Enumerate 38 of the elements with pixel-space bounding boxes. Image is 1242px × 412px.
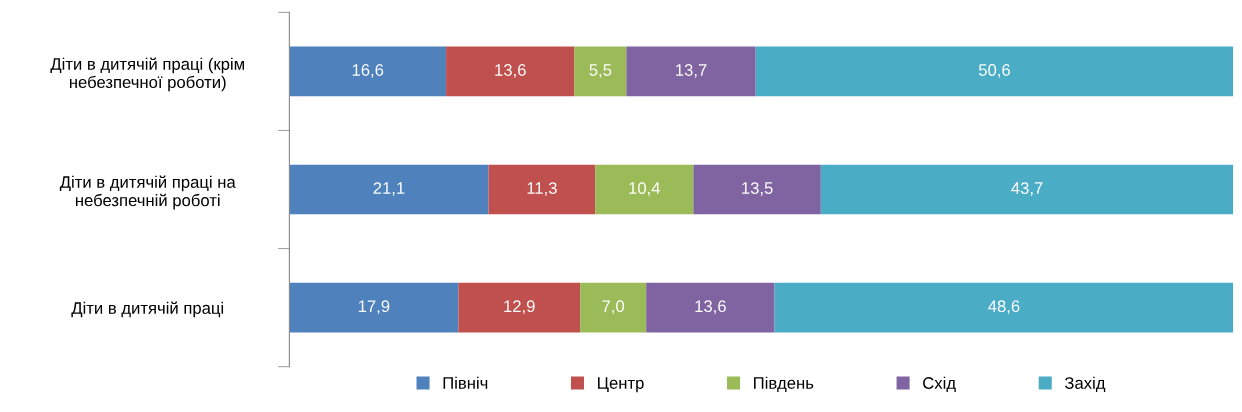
bar xyxy=(289,164,489,215)
bar xyxy=(755,46,1234,97)
data-label: 17,9 xyxy=(358,300,390,315)
data-label: 7,0 xyxy=(602,300,625,315)
data-label: 13,5 xyxy=(742,182,773,196)
bar xyxy=(646,282,775,333)
data-label: 13,7 xyxy=(676,64,707,78)
legend-label: Схід xyxy=(923,376,956,393)
data-label: 5,5 xyxy=(589,64,612,78)
bar xyxy=(458,282,581,333)
data-label: 12,9 xyxy=(504,300,535,315)
y-tick-label: Діти в дитячій праці на небезпечній роботі xyxy=(59,175,236,210)
bar xyxy=(774,282,1234,333)
legend-label: Захід xyxy=(1064,376,1106,393)
legend-label: Центр xyxy=(598,377,644,393)
data-label: 13,6 xyxy=(495,64,526,78)
data-label: 50,6 xyxy=(978,64,1010,78)
y-tick-label: Діти в дитячій праці (крім небезпечної роботи) xyxy=(50,57,244,92)
bar xyxy=(595,164,694,215)
bar xyxy=(446,46,575,97)
data-label: 48,6 xyxy=(988,300,1020,315)
data-label: 10,4 xyxy=(629,182,661,196)
bar xyxy=(820,164,1234,215)
data-label: 21,1 xyxy=(373,182,405,196)
legend-label: Південь xyxy=(754,376,814,393)
legend-label: Північ xyxy=(443,376,488,389)
bar xyxy=(580,282,647,333)
bar xyxy=(626,46,756,97)
data-label: 11,3 xyxy=(527,182,557,196)
y-tick-label: Діти в дитячій праці xyxy=(71,301,224,318)
data-label: 16,6 xyxy=(352,64,384,78)
bar xyxy=(289,46,447,97)
bar xyxy=(574,46,627,97)
bar xyxy=(488,164,596,215)
bar xyxy=(693,164,821,215)
data-label: 43,7 xyxy=(1011,182,1043,196)
data-label: 13,6 xyxy=(695,300,726,315)
bar xyxy=(289,282,459,333)
